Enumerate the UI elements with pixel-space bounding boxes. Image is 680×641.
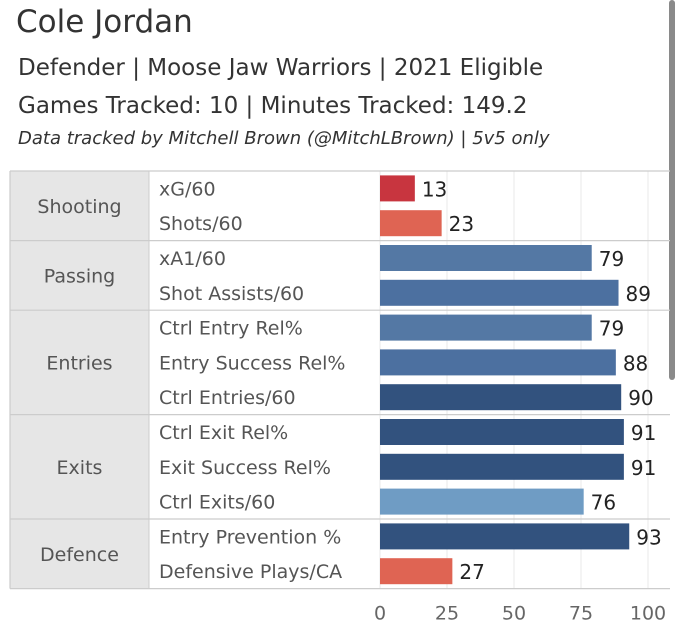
metric-label-ctrl-exits-60: Ctrl Exits/60 — [159, 492, 275, 514]
bar-defensive-plays-ca — [380, 558, 453, 585]
x-tick-label-100: 100 — [630, 603, 666, 625]
bar-ctrl-entries-60 — [380, 384, 622, 411]
group-header-column — [10, 171, 149, 589]
x-tick-label-50: 50 — [502, 603, 526, 625]
metric-label-exit-success-rel: Exit Success Rel% — [159, 457, 331, 479]
group-label-exits: Exits — [57, 457, 103, 479]
bar-ctrl-exits-60 — [380, 488, 584, 515]
bar-shot-assists-60 — [380, 279, 619, 306]
x-tick-label-0: 0 — [374, 603, 386, 625]
metric-label-xg-60: xG/60 — [159, 178, 216, 200]
chart-title: Cole Jordan — [16, 4, 193, 40]
group-label-entries: Entries — [46, 352, 112, 374]
bar-entry-success-rel — [380, 349, 616, 376]
bar-entry-prevention — [380, 523, 630, 550]
group-label-passing: Passing — [44, 265, 115, 287]
metric-label-shot-assists-60: Shot Assists/60 — [159, 283, 304, 305]
metric-label-ctrl-entries-60: Ctrl Entries/60 — [159, 387, 296, 409]
metric-label-defensive-plays-ca: Defensive Plays/CA — [159, 561, 342, 583]
data-label-entry-success-rel: 88 — [623, 351, 648, 375]
data-label-ctrl-entries-60: 90 — [628, 386, 653, 410]
metric-label-ctrl-entry-rel: Ctrl Entry Rel% — [159, 318, 303, 340]
data-label-ctrl-exit-rel: 91 — [631, 421, 656, 445]
data-label-shot-assists-60: 89 — [626, 282, 651, 306]
bar-xa1-60 — [380, 245, 592, 271]
group-label-defence: Defence — [40, 544, 119, 566]
bar-exit-success-rel — [380, 453, 624, 480]
metric-label-entry-success-rel: Entry Success Rel% — [159, 352, 345, 374]
bar-xg-60 — [380, 175, 415, 202]
bar-shots-60 — [380, 210, 442, 237]
data-label-xg-60: 13 — [422, 177, 447, 201]
x-tick-label-75: 75 — [569, 603, 593, 625]
tracking-info-subtitle: Games Tracked: 10 | Minutes Tracked: 149… — [18, 93, 528, 119]
data-label-exit-success-rel: 91 — [631, 456, 656, 480]
data-label-entry-prevention: 93 — [636, 525, 661, 549]
metric-label-entry-prevention: Entry Prevention % — [159, 526, 341, 548]
metric-label-ctrl-exit-rel: Ctrl Exit Rel% — [159, 422, 288, 444]
data-label-defensive-plays-ca: 27 — [459, 560, 484, 584]
metric-label-shots-60: Shots/60 — [159, 213, 243, 235]
data-credit: Data tracked by Mitchell Brown (@MitchLB… — [18, 128, 550, 149]
data-label-shots-60: 23 — [449, 212, 474, 236]
player-info-subtitle: Defender | Moose Jaw Warriors | 2021 Eli… — [18, 55, 544, 81]
data-label-ctrl-exits-60: 76 — [591, 491, 616, 515]
x-tick-label-25: 25 — [435, 603, 459, 625]
vertical-scrollbar[interactable] — [669, 0, 675, 380]
data-label-xa1-60: 79 — [599, 247, 624, 271]
group-label-shooting: Shooting — [37, 196, 121, 218]
metric-label-xa1-60: xA1/60 — [159, 248, 226, 270]
data-label-ctrl-entry-rel: 79 — [599, 317, 624, 341]
bar-ctrl-exit-rel — [380, 419, 624, 445]
bar-ctrl-entry-rel — [380, 314, 592, 341]
